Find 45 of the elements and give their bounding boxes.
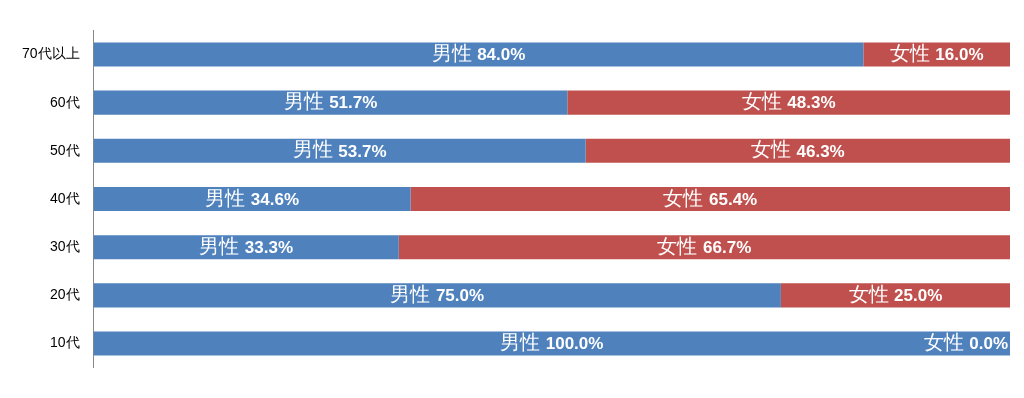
data-label: 33.3%	[244, 237, 294, 257]
y-tick-label: 20代	[49, 286, 80, 303]
data-label: 34.6%	[250, 189, 299, 209]
bar	[585, 138, 1010, 163]
bar	[93, 42, 864, 67]
data-label: 66.7%	[703, 237, 752, 257]
series-label: 女性	[889, 42, 936, 64]
bar	[93, 186, 411, 212]
data-label: 51.7%	[329, 93, 378, 113]
text: 男性	[283, 90, 324, 113]
data-label: 25.0%	[894, 286, 943, 306]
bar	[567, 90, 1010, 115]
series-label: 男性	[431, 42, 478, 64]
y-tick-label: 50代	[49, 141, 80, 158]
text: 女性	[663, 186, 704, 209]
data-label: 53.7%	[338, 141, 387, 161]
text: 男性	[500, 331, 541, 354]
data-label: 48.3%	[787, 93, 836, 113]
text: 女性	[923, 331, 964, 354]
text: 男性	[292, 138, 333, 161]
text: 男性	[205, 186, 246, 209]
data-label: 65.4%	[709, 189, 758, 209]
y-tick-label: 40代	[49, 189, 80, 206]
text: 女性	[657, 234, 698, 257]
y-tick-label: 60代	[49, 93, 80, 110]
data-label: 100.0%	[545, 334, 604, 354]
data-label: 46.3%	[796, 141, 845, 161]
data-label: 75.0%	[435, 286, 485, 306]
y-tick-label: 30代	[49, 238, 80, 255]
data-label: 84.0%	[477, 45, 526, 65]
bar	[93, 138, 586, 163]
data-label: 0.0%	[969, 334, 1008, 354]
text: 女性	[741, 90, 782, 113]
bar	[398, 235, 1010, 260]
text: 女性	[750, 138, 791, 161]
bar	[93, 283, 781, 308]
text: 男性	[199, 234, 240, 257]
text: 男性	[390, 282, 431, 305]
data-label: 16.0%	[935, 45, 984, 65]
text: 女性	[848, 282, 889, 305]
y-tick-label: 70代以上	[21, 45, 80, 62]
bar	[93, 331, 1010, 356]
y-tick-label: 10代	[49, 334, 80, 351]
bar	[93, 90, 568, 115]
bar	[410, 186, 1010, 212]
